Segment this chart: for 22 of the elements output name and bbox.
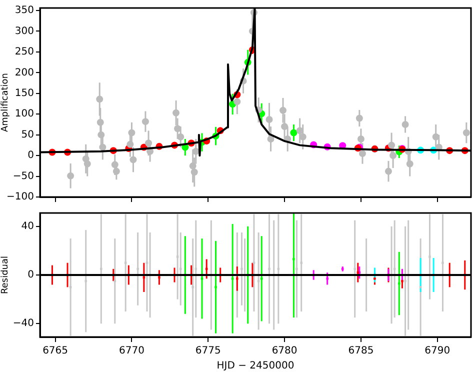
x-tick-label: 6765 — [42, 346, 68, 357]
y-tick-label: 350 — [14, 5, 34, 16]
y-tick-label: 40 — [21, 220, 34, 232]
x-tick-label: 6775 — [195, 346, 221, 357]
y-tick-label: 0 — [28, 270, 34, 281]
x-tick-label: 6785 — [348, 346, 374, 357]
y-axis-title: Residual — [0, 256, 11, 294]
x-tick-label: 6770 — [118, 346, 144, 357]
y-tick-label: 300 — [14, 26, 34, 37]
y-tick-label: −50 — [12, 170, 34, 182]
y-tick-label: 250 — [14, 46, 34, 58]
y-tick-label: 50 — [21, 129, 34, 140]
y-tick-label: 150 — [14, 88, 34, 99]
y-tick-label: −40 — [12, 318, 34, 330]
x-axis-title: HJD − 2450000 — [216, 360, 294, 372]
y-tick-label: 200 — [14, 67, 34, 78]
y-tick-label: 0 — [28, 150, 34, 162]
y-tick-label: 100 — [14, 108, 34, 120]
x-tick-label: 6790 — [424, 346, 450, 357]
x-tick-label: 6780 — [272, 346, 298, 357]
y-axis-title: Amplification — [0, 72, 11, 132]
y-tick-label: −100 — [6, 192, 34, 203]
